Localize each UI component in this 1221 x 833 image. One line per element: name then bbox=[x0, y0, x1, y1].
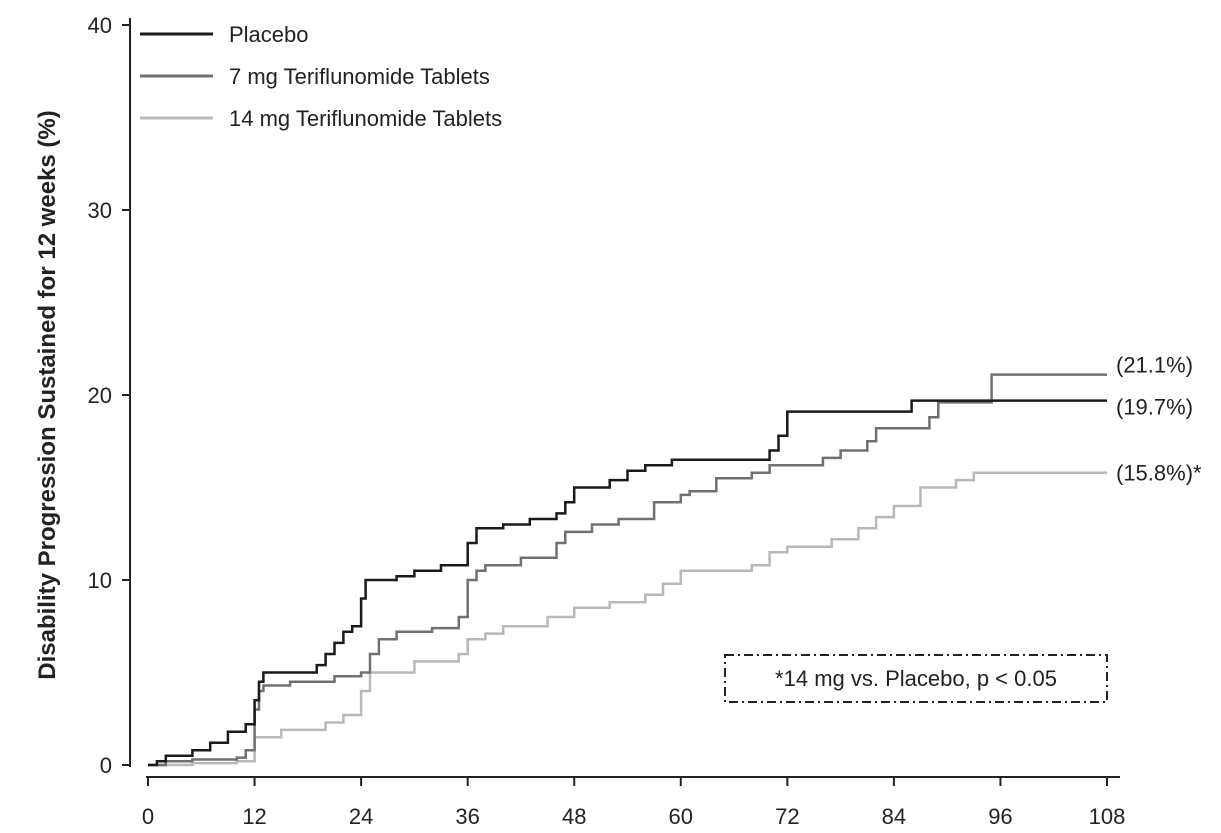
x-tick-label: 60 bbox=[669, 804, 693, 829]
legend-label-1: Placebo bbox=[229, 22, 309, 47]
legend-label-3: 14 mg Teriflunomide Tablets bbox=[229, 106, 502, 131]
y-tick-label: 20 bbox=[88, 383, 112, 408]
x-tick-label: 12 bbox=[242, 804, 266, 829]
end-label-series-1: (19.7%) bbox=[1116, 395, 1193, 420]
series-line-1 bbox=[148, 399, 1107, 767]
x-tick-label: 36 bbox=[455, 804, 479, 829]
axes: 0 10 20 30 40 0 12 24 36 48 60 72 84 96 108 bbox=[88, 13, 1126, 829]
annotation-text: *14 mg vs. Placebo, p < 0.05 bbox=[775, 666, 1057, 691]
annotation-border bbox=[724, 654, 1108, 703]
end-label-series-2: (21.1%) bbox=[1116, 353, 1193, 378]
series-line-2 bbox=[148, 373, 1107, 767]
x-tick-label: 72 bbox=[775, 804, 799, 829]
y-tick-label: 30 bbox=[88, 198, 112, 223]
end-label-series-3: (15.8%)* bbox=[1116, 461, 1202, 486]
y-tick-label: 10 bbox=[88, 568, 112, 593]
x-tick-label: 0 bbox=[142, 804, 154, 829]
x-tick-label: 48 bbox=[562, 804, 586, 829]
x-tick-label: 108 bbox=[1089, 804, 1126, 829]
series-lines bbox=[148, 373, 1107, 767]
x-ticks: 0 12 24 36 48 60 72 84 96 108 bbox=[142, 777, 1125, 829]
y-axis-title: Disability Progression Sustained for 12 … bbox=[34, 110, 61, 680]
legend: Placebo 7 mg Teriflunomide Tablets 14 mg T… bbox=[140, 22, 502, 131]
y-tick-label: 40 bbox=[88, 13, 112, 38]
legend-label-2: 7 mg Teriflunomide Tablets bbox=[229, 64, 490, 89]
x-tick-label: 96 bbox=[988, 804, 1012, 829]
annotation-box: *14 mg vs. Placebo, p < 0.05 bbox=[724, 654, 1108, 703]
y-ticks: 0 10 20 30 40 bbox=[88, 13, 130, 778]
x-tick-label: 24 bbox=[349, 804, 373, 829]
x-tick-label: 84 bbox=[882, 804, 906, 829]
end-labels: (19.7%) (21.1%) (15.8%)* bbox=[1116, 353, 1202, 486]
series-line-3 bbox=[148, 471, 1107, 767]
y-tick-label: 0 bbox=[100, 753, 112, 778]
